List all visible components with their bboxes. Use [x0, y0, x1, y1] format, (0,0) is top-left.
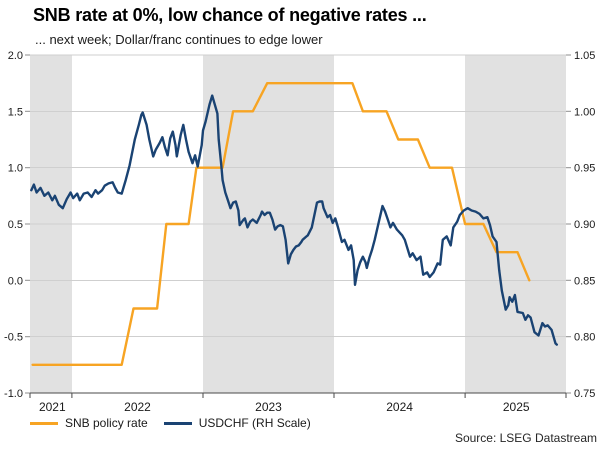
left-axis-tick-label: 1.5	[8, 106, 23, 118]
x-axis-year-label: 2023	[255, 400, 282, 414]
legend-item-snb-policy-rate: SNB policy rate	[30, 416, 148, 430]
right-axis-tick-label: 1.00	[574, 106, 595, 118]
legend-item-usdchf: USDCHF (RH Scale)	[163, 416, 311, 430]
right-axis-tick-label: 0.85	[574, 275, 595, 287]
left-axis-tick-label: 0.5	[8, 219, 23, 231]
series-line-snb-policy-rate	[31, 81, 531, 366]
x-axis-year-label: 2024	[386, 400, 413, 414]
right-axis-tick-label: 0.90	[574, 219, 595, 231]
left-axis-tick-label: 2.0	[8, 50, 23, 62]
right-axis-tick-label: 1.05	[574, 50, 595, 62]
legend-label-usdchf: USDCHF (RH Scale)	[198, 416, 311, 430]
right-axis-tick-label: 0.75	[574, 388, 595, 400]
chart-subtitle: ... next week; Dollar/franc continues to…	[35, 32, 323, 47]
right-axis-tick-label: 0.95	[574, 163, 595, 175]
x-axis-year-label: 2022	[124, 400, 151, 414]
legend-label-snb-policy-rate: SNB policy rate	[65, 416, 148, 430]
x-axis-year-label: 2021	[39, 400, 66, 414]
left-axis-tick-label: 1.0	[8, 163, 23, 175]
right-axis-tick-label: 0.80	[574, 332, 595, 344]
left-axis-tick-label: 0.0	[8, 275, 23, 287]
left-axis-tick-label: -0.5	[4, 332, 23, 344]
snb-policy-rate-swatch-icon	[30, 421, 58, 425]
source-note: Source: LSEG Datastream	[454, 431, 597, 445]
x-axis-year-label: 2025	[503, 400, 530, 414]
chart-title: SNB rate at 0%, low chance of negative r…	[33, 5, 427, 25]
left-axis-tick-label: -1.0	[4, 388, 23, 400]
legend: SNB policy rate USDCHF (RH Scale)	[30, 416, 311, 430]
usdchf-swatch-icon	[163, 421, 192, 425]
series-line-usdchf	[30, 94, 558, 346]
